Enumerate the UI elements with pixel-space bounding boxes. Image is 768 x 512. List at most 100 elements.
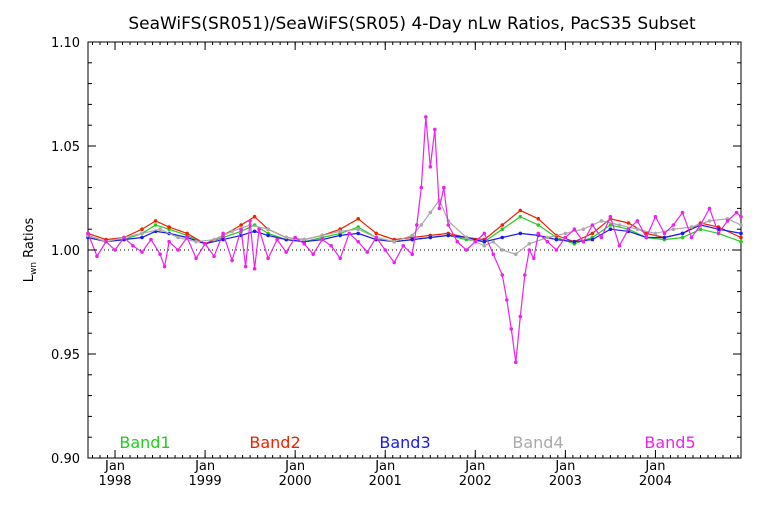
data-point-band5 [424,115,428,119]
data-point-band5 [392,260,397,265]
data-point-band3 [739,231,743,236]
legend-band4: Band4 [512,433,563,452]
data-point-band5 [140,250,144,254]
data-point-band3 [482,239,487,244]
data-point-band4 [739,223,743,227]
data-point-band1 [680,235,685,240]
data-point-band5 [455,239,460,244]
data-point-band3 [680,231,685,236]
data-point-band2 [252,214,257,219]
data-point-band5 [464,248,469,252]
plot-frame [87,41,742,459]
data-point-band3 [572,239,577,244]
data-point-band5 [581,239,586,244]
data-point-band4 [563,231,568,236]
data-point-band4 [482,244,487,248]
data-point-band5 [415,223,419,227]
data-point-band5 [599,235,604,240]
data-point-band5 [243,264,248,269]
data-point-band5 [617,244,622,248]
data-point-band2 [590,231,595,236]
data-point-band5 [545,239,550,244]
x-tick-year-label: 2004 [639,474,672,489]
data-point-band5 [266,256,270,261]
data-point-band5 [194,256,198,261]
data-point-band5 [104,239,108,244]
x-tick-month-label: Jan [554,459,575,474]
data-point-band5 [203,242,207,246]
data-point-band5 [437,206,442,211]
legend-band1: Band1 [119,433,170,452]
data-point-band5 [514,360,518,365]
data-point-band4 [617,223,622,227]
data-point-band4 [707,219,712,223]
data-point-band4 [140,231,144,236]
x-tick-year-label: 2001 [369,474,402,489]
data-point-band4 [527,242,532,246]
svg-text:Lwn Ratios: Lwn Ratios [22,217,39,282]
data-point-band4 [653,231,658,236]
x-tick-month-label: Jan [194,459,215,474]
y-axis-label-rest: Ratios [22,217,37,262]
data-point-band5 [491,252,496,256]
data-point-band5 [347,231,352,236]
legend-band5: Band5 [644,433,695,452]
y-axis-label-main: L [22,274,37,282]
x-tick-month-label: Jan [374,459,395,474]
data-point-band3 [140,235,144,240]
data-point-band5 [734,210,739,215]
data-point-band5 [671,223,676,227]
data-point-band4 [581,227,586,231]
data-point-band5 [410,252,415,256]
data-point-band5 [338,256,343,261]
data-point-band2 [140,227,144,231]
data-point-band5 [680,210,685,215]
data-point-band4 [671,227,676,231]
data-point-band2 [536,217,541,221]
data-point-band5 [689,235,694,240]
data-point-band1 [739,239,743,244]
data-point-band5 [473,239,478,244]
data-point-band1 [153,223,158,227]
data-point-band5 [428,165,433,169]
series-line-band5 [87,116,742,363]
data-point-band5 [122,235,126,240]
data-point-band4 [428,210,433,215]
data-point-band4 [356,227,361,231]
x-tick-month-label: Jan [464,459,485,474]
data-point-band1 [536,223,541,227]
data-point-band5 [536,231,541,236]
data-point-band1 [500,227,505,231]
data-point-band5 [401,244,406,248]
data-point-band4 [410,233,415,238]
data-point-band3 [662,235,667,240]
y-tick-label: 1.00 [51,244,80,259]
data-point-band5 [554,248,559,252]
data-point-band3 [266,233,270,238]
data-point-band5 [707,206,712,211]
data-point-band5 [221,231,225,236]
data-point-band5 [248,219,252,223]
data-point-band5 [644,235,649,240]
data-point-band5 [131,244,135,248]
data-point-band5 [419,185,424,190]
data-point-band4 [302,237,307,242]
data-point-band5 [212,254,216,258]
data-point-band4 [635,227,640,231]
data-point-band4 [419,223,424,227]
data-point-band4 [689,225,694,229]
data-point-band5 [329,244,334,248]
data-point-band5 [698,223,703,227]
data-point-band1 [608,223,613,227]
data-point-band5 [293,235,298,240]
data-point-band4 [284,235,289,240]
data-point-band3 [338,233,343,238]
data-point-band5 [725,219,730,223]
y-axis-label: Lwn Ratios [22,217,39,282]
data-point-band2 [500,223,505,227]
data-point-band3 [500,235,505,240]
data-point-band2 [626,221,631,225]
data-point-band2 [167,225,171,229]
data-point-band5 [239,227,243,231]
y-tick-label: 0.90 [51,452,80,467]
